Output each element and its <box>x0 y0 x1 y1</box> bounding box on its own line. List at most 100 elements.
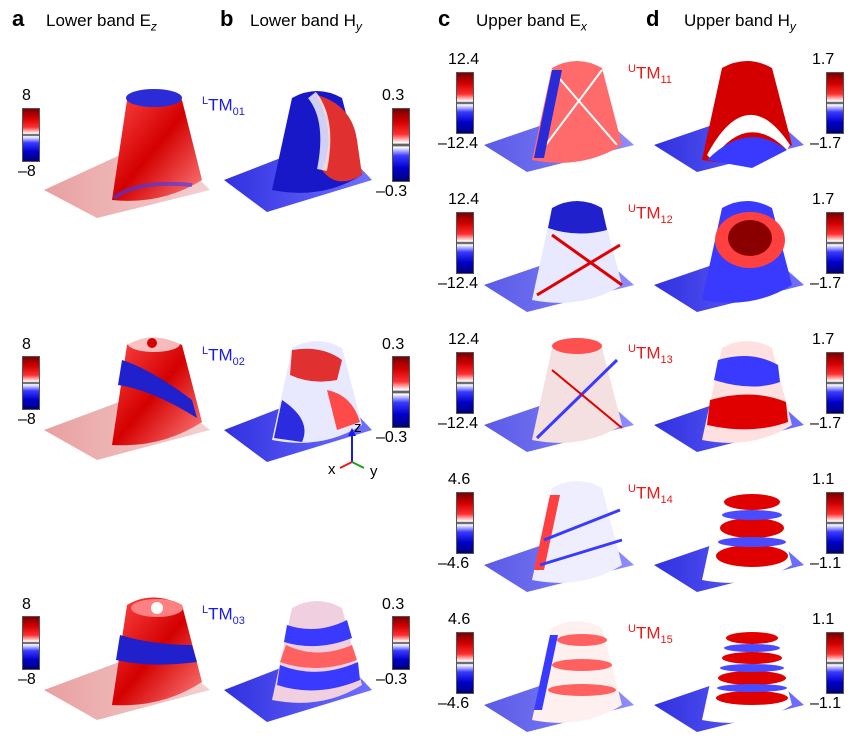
hy-colorbar-3 <box>392 616 410 670</box>
mode-base: TM <box>208 604 233 624</box>
lower-hy-field-2 <box>224 341 372 462</box>
upper-ex-colorbar-min: –12.4 <box>438 135 479 152</box>
axis-triad: z x y <box>328 419 378 480</box>
upper-hy-colorbar-max: 1.7 <box>812 331 835 348</box>
panel-letter-c: c <box>438 6 451 31</box>
mode-sub: 11 <box>660 74 672 87</box>
upper-hy-colorbar <box>826 632 844 694</box>
mode-sub: 14 <box>660 494 673 507</box>
upper-hy-colorbar <box>826 492 844 554</box>
upper-ex-colorbar-min: –4.6 <box>438 555 470 572</box>
hy-colorbar-min: –0.3 <box>376 183 408 200</box>
hy-colorbar-max-2: 0.3 <box>382 336 405 353</box>
mode-sub: 01 <box>232 106 245 119</box>
hy-colorbar-max: 0.3 <box>382 87 405 104</box>
ez-colorbar-max-3: 8 <box>22 596 31 613</box>
hy-colorbar-1 <box>392 108 410 182</box>
upper-ex-colorbar-max: 4.6 <box>448 611 471 628</box>
upper-mode-label: UTM13 <box>628 344 673 366</box>
hy-colorbar-min-2: –0.3 <box>376 429 408 446</box>
upper-hy-colorbar-max: 1.1 <box>812 611 835 628</box>
upper-hy-colorbar-min: –1.1 <box>810 695 842 712</box>
upper-hy-field <box>654 621 804 732</box>
upper-hy-field <box>654 481 804 592</box>
upper-hy-field <box>654 61 804 172</box>
axis-z-label: z <box>354 419 362 436</box>
panel-letter-b: b <box>220 6 234 31</box>
upper-hy-colorbar-min: –1.7 <box>810 275 842 292</box>
mode-sub: 03 <box>232 615 245 628</box>
upper-mode-label: UTM12 <box>628 204 673 226</box>
upper-hy-field <box>654 201 804 312</box>
upper-ex-field <box>484 481 634 592</box>
mode-sup: L <box>202 345 209 357</box>
lower-mode-label-3: LTM03 <box>202 605 245 627</box>
ez-colorbar-2 <box>22 356 40 410</box>
upper-hy-colorbar <box>826 72 844 134</box>
mode-sup: U <box>628 63 636 75</box>
lower-ez-field-2 <box>44 336 210 460</box>
hy-colorbar-2 <box>392 356 410 428</box>
panel-title-a: Lower band Ez <box>46 12 157 32</box>
title-c-main: Upper band E <box>476 11 581 30</box>
mode-sup: L <box>202 95 209 107</box>
upper-hy-field <box>654 341 804 452</box>
mode-sub: 02 <box>232 356 245 369</box>
lower-hy-field-3 <box>224 601 372 722</box>
ez-colorbar-3 <box>22 616 40 670</box>
lower-mode-label-2: LTM02 <box>202 346 245 368</box>
mode-sup: L <box>202 604 209 616</box>
upper-ex-colorbar-min: –12.4 <box>438 415 479 432</box>
title-b-sub: y <box>355 19 362 34</box>
mode-base: TM <box>635 203 661 223</box>
title-d-sub: y <box>789 19 796 34</box>
upper-hy-colorbar-min: –1.7 <box>810 415 842 432</box>
title-c-sub: x <box>580 19 587 34</box>
lower-ez-field-1 <box>44 89 210 218</box>
mode-base: TM <box>208 345 233 365</box>
panel-letter-a: a <box>12 6 25 31</box>
mode-sup: U <box>628 203 636 215</box>
mode-base: TM <box>635 63 661 83</box>
ez-colorbar-min-3: –8 <box>18 671 36 688</box>
mode-sup: U <box>628 343 636 355</box>
panel-title-c: Upper band Ex <box>476 12 587 32</box>
mode-sup: U <box>628 623 636 635</box>
upper-hy-colorbar-max: 1.1 <box>812 471 835 488</box>
hy-colorbar-min-3: –0.3 <box>376 671 408 688</box>
ez-colorbar-min-2: –8 <box>18 411 36 428</box>
upper-ex-colorbar-min: –12.4 <box>438 275 479 292</box>
upper-ex-field <box>484 201 634 312</box>
upper-hy-colorbar-max: 1.7 <box>812 191 835 208</box>
lower-hy-field-1 <box>224 91 372 212</box>
mode-base: TM <box>208 95 233 115</box>
upper-ex-colorbar <box>456 492 474 554</box>
lower-mode-label-1: LTM01 <box>202 96 245 118</box>
panel-title-b: Lower band Hy <box>250 12 362 32</box>
upper-ex-colorbar-max: 12.4 <box>448 51 480 68</box>
mode-sub: 15 <box>660 634 673 647</box>
upper-ex-colorbar-max: 12.4 <box>448 191 480 208</box>
title-a-main: Lower band E <box>46 11 151 30</box>
ez-colorbar-1 <box>22 108 40 162</box>
upper-hy-colorbar-max: 1.7 <box>812 51 835 68</box>
title-d-main: Upper band H <box>684 11 790 30</box>
upper-ex-colorbar-max: 12.4 <box>448 331 480 348</box>
ez-colorbar-max: 8 <box>22 87 31 104</box>
title-a-sub: z <box>150 19 157 34</box>
title-b-main: Lower band H <box>250 11 356 30</box>
upper-mode-label: UTM11 <box>628 64 672 86</box>
ez-colorbar-min: –8 <box>18 163 36 180</box>
ez-colorbar-max-2: 8 <box>22 336 31 353</box>
upper-mode-label: UTM14 <box>628 484 673 506</box>
upper-ex-colorbar-min: –4.6 <box>438 695 470 712</box>
lower-ez-field-3 <box>44 597 210 720</box>
upper-ex-field <box>484 621 634 732</box>
upper-ex-field <box>484 61 634 172</box>
axis-y-label: y <box>370 463 378 480</box>
mode-base: TM <box>635 343 661 363</box>
mode-sup: U <box>628 483 636 495</box>
hy-colorbar-max-3: 0.3 <box>382 596 405 613</box>
upper-ex-colorbar <box>456 212 474 274</box>
mode-base: TM <box>635 623 661 643</box>
